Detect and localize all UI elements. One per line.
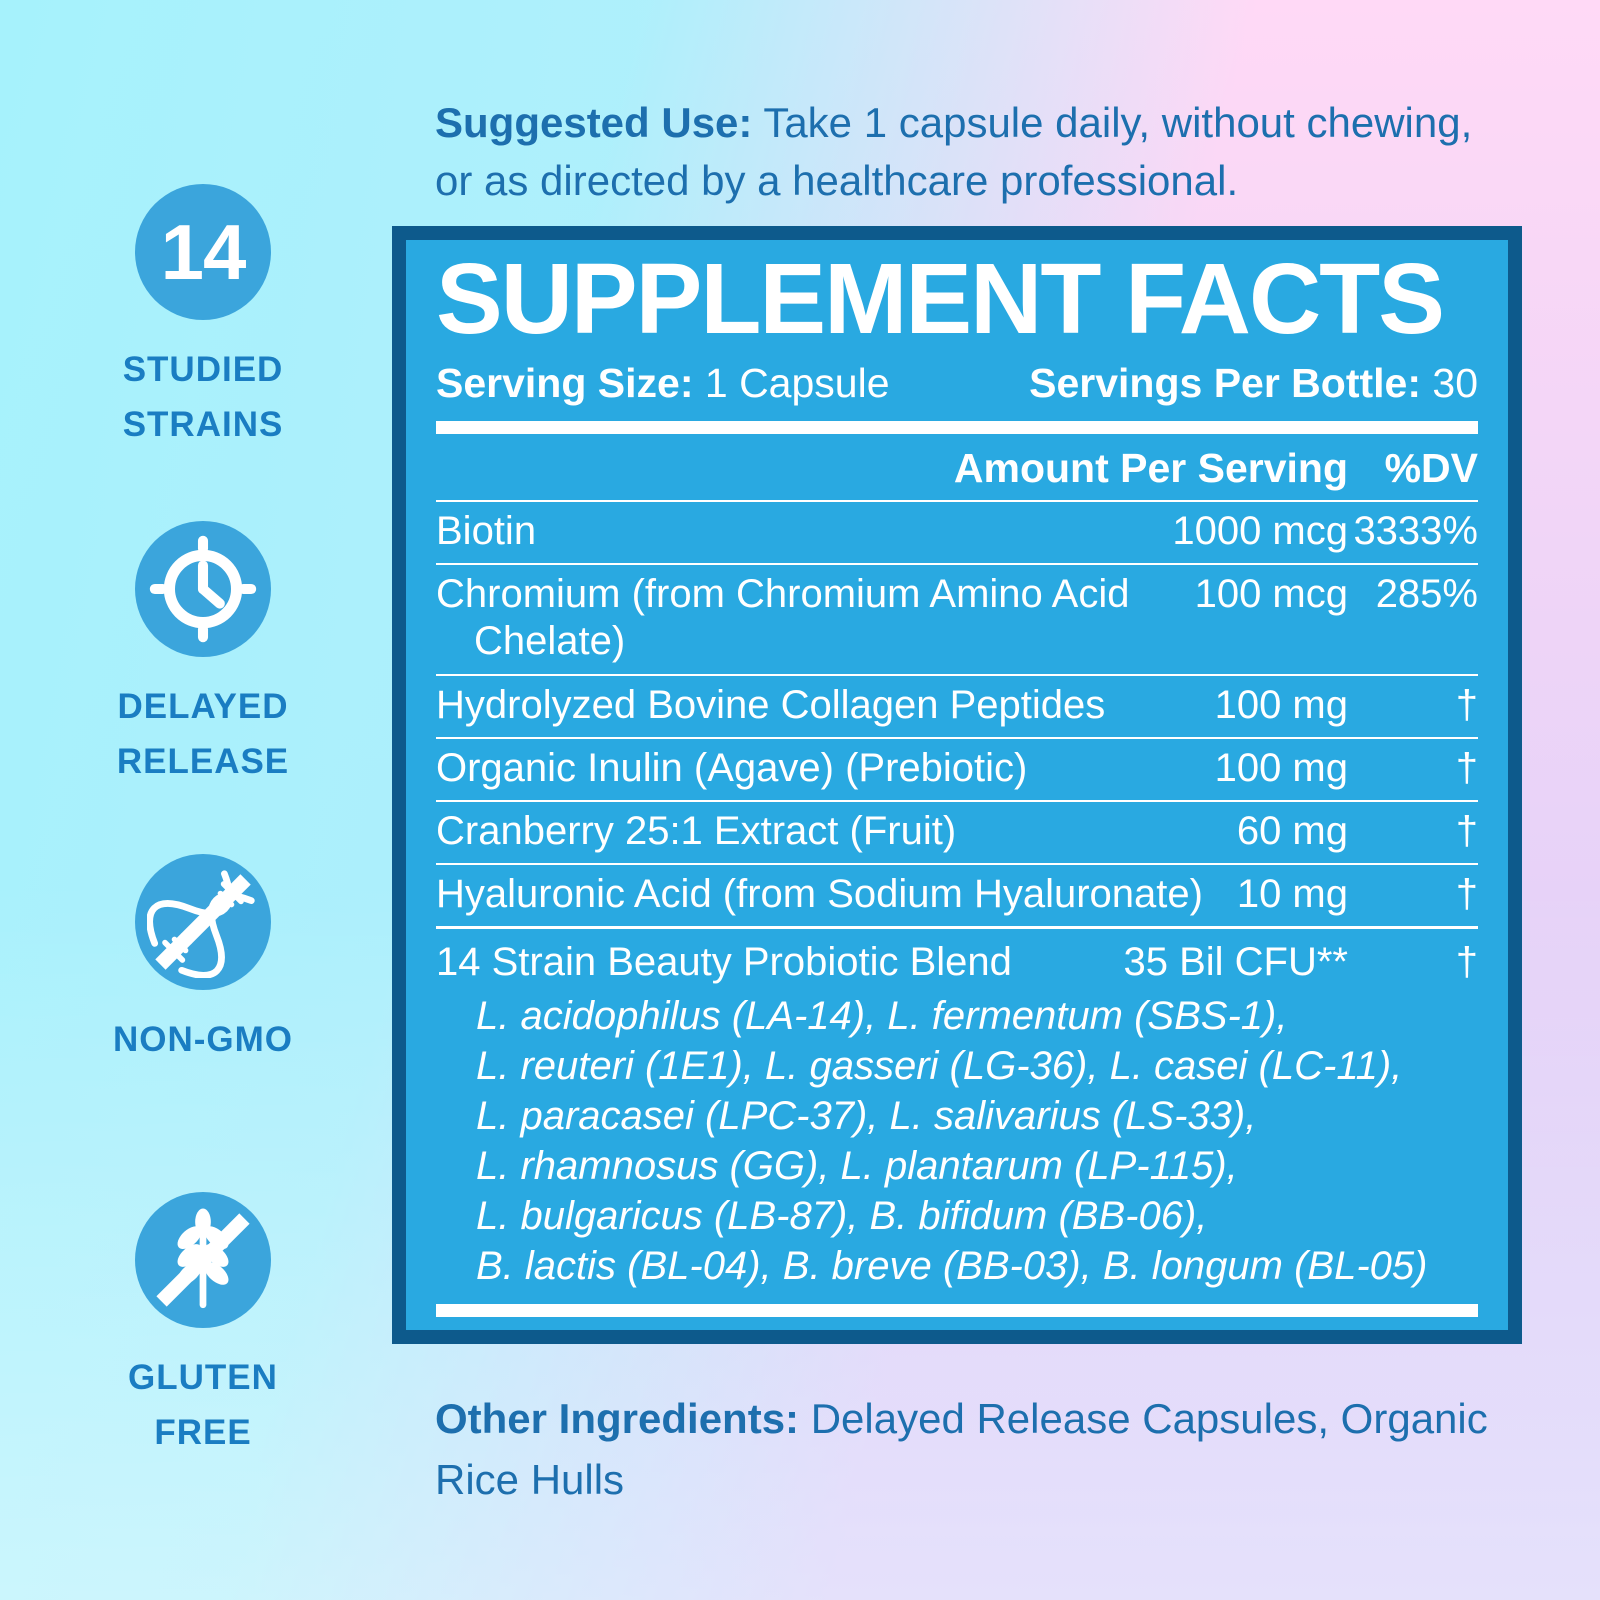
badge-delayed-release: DELAYED RELEASE: [63, 521, 343, 789]
ingredient-row-chromium: Chromium (from Chromium Amino Acid Chela…: [436, 565, 1478, 676]
servings-per-bottle: Servings Per Bottle: 30: [1029, 360, 1478, 406]
ingredient-row-hyaluronic: Hyaluronic Acid (from Sodium Hyaluronate…: [436, 865, 1478, 930]
other-ingredients-body: Delayed Release Capsules, Organic Rice H…: [435, 1395, 1488, 1503]
footnotes-row: † Daily Value not established. ** At tim…: [436, 1328, 1478, 1330]
ingredient-row-biotin: Biotin 1000 mcg 3333%: [436, 502, 1478, 566]
column-dv: %DV: [1384, 445, 1478, 492]
other-ingredients-label: Other Ingredients:: [435, 1395, 800, 1442]
ingredient-dv: 285%: [1375, 572, 1478, 617]
number-14-badge: 14: [135, 184, 271, 320]
blend-name: 14 Strain Beauty Probiotic Blend: [436, 940, 1012, 985]
footnote-daily-value: † Daily Value not established.: [436, 1328, 960, 1330]
supplement-facts-panel: SUPPLEMENT FACTS Serving Size: 1 Capsule…: [392, 226, 1522, 1344]
badge-number: 14: [160, 207, 247, 296]
ingredient-name: Cranberry 25:1 Extract (Fruit): [436, 808, 957, 853]
wheat-slash-icon-svg: [156, 1208, 250, 1309]
other-ingredients-text: Other Ingredients: Delayed Release Capsu…: [435, 1388, 1525, 1510]
ingredient-name: Organic Inulin (Agave) (Prebiotic): [436, 745, 1028, 790]
ingredient-dv: †: [1455, 872, 1478, 917]
ingredient-name: Hydrolyzed Bovine Collagen Peptides: [436, 682, 1106, 727]
divider-thick: [436, 421, 1478, 435]
badge-label: STUDIED STRAINS: [122, 350, 284, 444]
divider-thick: [436, 1303, 1478, 1317]
suggested-use-label: Suggested Use:: [435, 99, 753, 146]
strain-list: L. acidophilus (LA-14), L. fermentum (SB…: [436, 991, 1478, 1291]
clock-icon: [135, 521, 271, 657]
badge-non-gmo: NON-GMO: [63, 854, 343, 1067]
badge-gluten-free: GLUTEN FREE: [63, 1192, 343, 1460]
probiotic-blend-section: 14 Strain Beauty Probiotic Blend 35 Bil …: [436, 929, 1478, 1290]
badge-label: NON-GMO: [112, 1020, 294, 1059]
strain-line: L. bulgaricus (LB-87), B. bifidum (BB-06…: [476, 1193, 1208, 1238]
strain-line: L. paracasei (LPC-37), L. salivarius (LS…: [476, 1093, 1257, 1138]
ingredient-amount: 1000 mcg: [1172, 509, 1348, 554]
ingredient-name: Biotin: [436, 509, 537, 554]
ingredient-amount: 100 mcg: [1194, 572, 1348, 617]
ingredient-dv: 3333%: [1353, 509, 1478, 554]
serving-size: Serving Size: 1 Capsule: [436, 360, 890, 406]
column-headers: Amount Per Serving %DV: [436, 445, 1478, 500]
ingredient-rows: Biotin 1000 mcg 3333% Chromium (from Chr…: [436, 500, 1478, 930]
badge-studied-strains: 14 STUDIED STRAINS: [63, 184, 343, 452]
suggested-use-text: Suggested Use: Take 1 capsule daily, wit…: [435, 94, 1497, 210]
badge-label: GLUTEN FREE: [128, 1358, 278, 1452]
strain-line: L. acidophilus (LA-14), L. fermentum (SB…: [476, 993, 1288, 1038]
ingredient-amount: 60 mg: [1236, 808, 1348, 853]
strain-line: B. lactis (BL-04), B. breve (BB-03), B. …: [476, 1243, 1428, 1288]
strain-line: L. reuteri (1E1), L. gasseri (LG-36), L.…: [476, 1043, 1403, 1088]
ingredient-row-inulin: Organic Inulin (Agave) (Prebiotic) 100 m…: [436, 739, 1478, 802]
ingredient-amount: 100 mg: [1214, 682, 1348, 727]
ingredient-dv: †: [1455, 682, 1478, 727]
ingredient-name: Hyaluronic Acid (from Sodium Hyaluronate…: [436, 872, 1203, 917]
dna-slash-icon: [135, 854, 271, 990]
ingredient-name: Chromium (from Chromium Amino Acid Chela…: [436, 572, 1130, 664]
ingredient-row-cranberry: Cranberry 25:1 Extract (Fruit) 60 mg †: [436, 802, 1478, 866]
ingredient-dv: †: [1455, 808, 1478, 853]
badge-label: DELAYED RELEASE: [116, 687, 290, 781]
suggested-use-body: Take 1 capsule daily, without chewing, o…: [435, 99, 1473, 204]
blend-row: 14 Strain Beauty Probiotic Blend 35 Bil …: [436, 929, 1478, 990]
serving-info-row: Serving Size: 1 Capsule Servings Per Bot…: [436, 358, 1478, 408]
column-amount-per-serving: Amount Per Serving: [953, 445, 1348, 492]
blend-dv: †: [1455, 940, 1478, 985]
ingredient-amount: 10 mg: [1236, 872, 1348, 917]
ingredient-dv: †: [1455, 745, 1478, 790]
panel-title: SUPPLEMENT FACTS: [436, 243, 1445, 355]
clock-icon-svg: [149, 535, 257, 643]
ingredient-row-collagen: Hydrolyzed Bovine Collagen Peptides 100 …: [436, 676, 1478, 739]
footnote-manufacture: ** At time of manufacture.: [1024, 1328, 1478, 1330]
dna-slash-icon-svg: [147, 870, 255, 978]
blend-amount: 35 Bil CFU**: [1123, 940, 1348, 985]
ingredient-amount: 100 mg: [1214, 745, 1348, 790]
wheat-slash-icon: [135, 1192, 271, 1328]
strain-line: L. rhamnosus (GG), L. plantarum (LP-115)…: [476, 1143, 1238, 1188]
